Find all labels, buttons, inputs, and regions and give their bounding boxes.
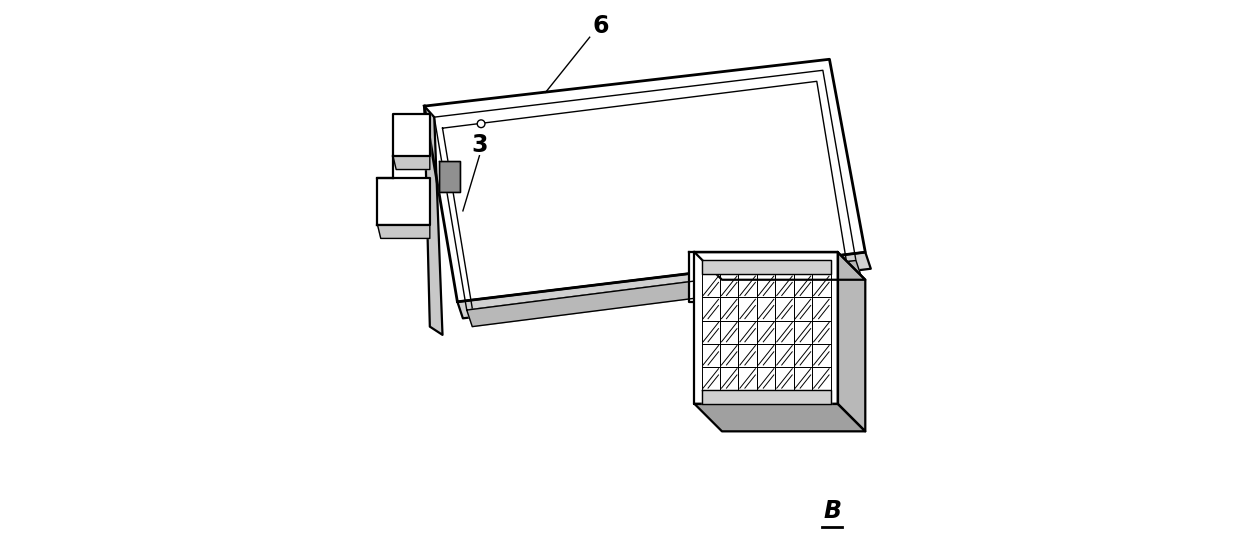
Polygon shape (424, 59, 866, 302)
Polygon shape (377, 178, 430, 224)
Polygon shape (393, 114, 430, 156)
Text: 3: 3 (471, 133, 487, 157)
Polygon shape (702, 390, 831, 404)
Polygon shape (694, 252, 866, 280)
Polygon shape (458, 252, 870, 319)
Polygon shape (439, 161, 460, 192)
Polygon shape (377, 224, 430, 238)
Polygon shape (702, 260, 831, 274)
Polygon shape (424, 106, 443, 335)
Polygon shape (441, 163, 459, 190)
Polygon shape (694, 404, 866, 432)
Polygon shape (393, 156, 430, 170)
Circle shape (477, 120, 485, 127)
Polygon shape (694, 252, 838, 404)
Text: B: B (823, 499, 841, 524)
Polygon shape (689, 252, 838, 302)
Polygon shape (466, 260, 862, 327)
Polygon shape (838, 252, 866, 432)
Text: 6: 6 (593, 14, 609, 38)
